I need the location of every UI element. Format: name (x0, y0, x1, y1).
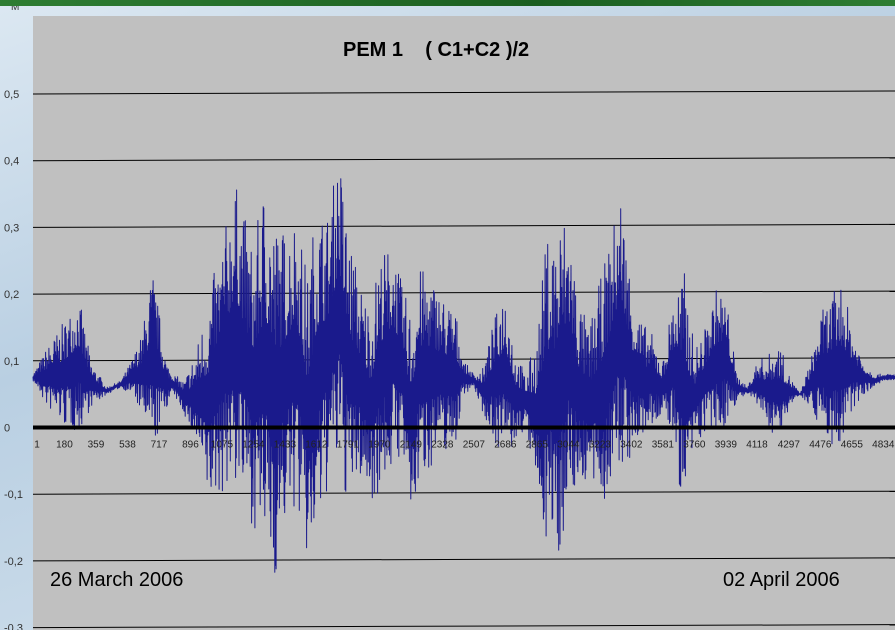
x-axis: 1 180 359 538 717 896 1075 1254 1433 1612 1791 1970… (34, 440, 895, 451)
x-tick-label: 3223 (589, 440, 612, 451)
x-tick-label: 538 (119, 440, 136, 451)
x-tick-label: 1433 (274, 440, 297, 451)
y-tick-label: 0,4 (4, 156, 19, 168)
gridline (32, 157, 895, 162)
x-tick-label: 4118 (746, 440, 768, 451)
x-tick-label: 3760 (683, 440, 706, 451)
y-tick-label: 0,3 (4, 222, 19, 234)
series-polyline (32, 178, 895, 573)
grid-lines (32, 90, 895, 629)
x-tick-label: 4476 (809, 440, 832, 451)
x-tick-label: 2328 (431, 440, 454, 451)
x-tick-label: 1791 (337, 440, 360, 451)
x-tick-label: 1254 (242, 440, 265, 451)
start-date-label: 26 March 2006 (50, 569, 183, 591)
gridline (32, 490, 895, 495)
x-tick-label: 359 (88, 440, 105, 451)
chart-title: PEM 1 ( C1+C2 )/2 (343, 39, 529, 61)
x-tick-label: 2507 (463, 440, 486, 451)
y-axis: 0,5 0,4 0,3 0,2 0,1 0 -0,1 -0,2 -0,3 (4, 89, 23, 630)
plot-area (33, 16, 895, 630)
top-accent-bar (0, 0, 895, 6)
y-tick-label: 0,2 (4, 289, 19, 301)
y-tick-label: 0 (4, 423, 10, 435)
y-tick-label: -0,3 (4, 623, 23, 630)
gridline (32, 90, 895, 95)
x-tick-label: 180 (56, 440, 73, 451)
x-tick-label: 2865 (526, 440, 549, 451)
y-tick-label: 0,5 (4, 89, 19, 101)
x-tick-label: 1 (34, 440, 40, 451)
x-tick-label: 4834 (872, 440, 895, 451)
x-tick-label: 896 (182, 440, 199, 451)
x-tick-label: 1970 (368, 440, 391, 451)
gridline (32, 290, 895, 295)
series-line (32, 178, 895, 573)
gridline (32, 624, 895, 629)
x-tick-label: 4655 (841, 440, 864, 451)
gridline (32, 557, 895, 562)
x-tick-label: 2149 (400, 440, 423, 451)
x-tick-label: 1075 (211, 440, 234, 451)
x-tick-label: 3044 (557, 440, 580, 451)
gridline (32, 357, 895, 362)
x-tick-label: 717 (151, 440, 168, 451)
gridline (32, 223, 895, 228)
y-tick-label: 0,1 (4, 356, 19, 368)
x-tick-label: 3402 (620, 440, 643, 451)
chart-frame: 0,5 0,4 0,3 0,2 0,1 0 -0,1 -0,2 -0,3 M 1 180 359 53… (0, 6, 895, 630)
x-tick-label: 4297 (778, 440, 801, 451)
x-tick-label: 3581 (652, 440, 675, 451)
y-tick-label: -0,2 (4, 556, 23, 568)
line-chart: 0,5 0,4 0,3 0,2 0,1 0 -0,1 -0,2 -0,3 M 1 180 359 53… (4, 6, 895, 630)
x-tick-label: 2686 (494, 440, 517, 451)
end-date-label: 02 April 2006 (723, 569, 840, 591)
y-tick-label: -0,1 (4, 489, 23, 501)
x-tick-label: 3939 (715, 440, 738, 451)
x-tick-label: 1612 (305, 440, 328, 451)
y-axis-unit: M (11, 6, 19, 13)
